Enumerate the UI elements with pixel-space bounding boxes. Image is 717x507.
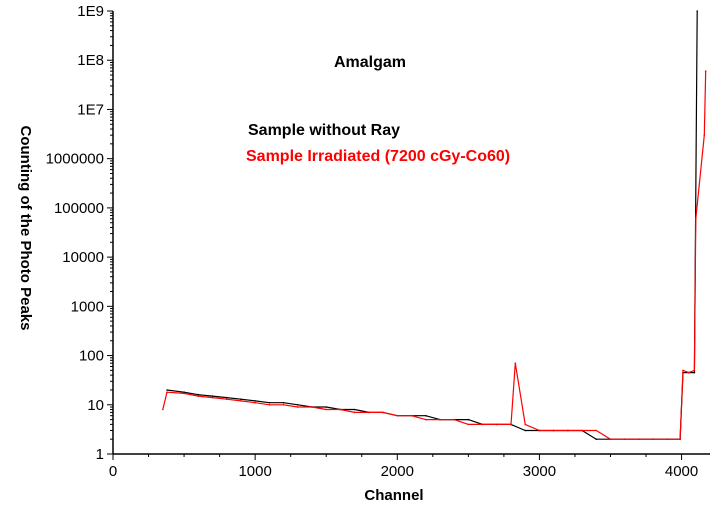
series-1-point	[524, 423, 526, 426]
series-0-point	[595, 438, 598, 441]
series-0-point	[166, 389, 168, 391]
series-0-point	[467, 418, 470, 421]
x-tick-label: 2000	[381, 463, 414, 480]
series-0-point	[696, 10, 698, 12]
x-tick-label: 4000	[665, 463, 698, 480]
chart-title: Amalgam	[334, 54, 406, 71]
series-1-point	[396, 414, 399, 417]
y-tick-label: 1E8	[77, 52, 104, 69]
legend-entry-1: Sample Irradiated (7200 cGy-Co60)	[246, 148, 510, 165]
series-0-point	[240, 398, 242, 401]
series-1-point	[197, 395, 200, 397]
series-0-point	[254, 400, 256, 402]
series-0-point	[225, 396, 228, 399]
series-1-point	[183, 392, 185, 395]
series-1-point	[552, 429, 555, 432]
series-1-point	[682, 369, 684, 372]
y-tick-label: 100000	[54, 200, 104, 217]
series-1-point	[162, 408, 164, 411]
series-0-point	[197, 393, 200, 396]
series-1-point	[481, 423, 484, 426]
series-1-point	[410, 414, 413, 417]
series-1-point	[353, 411, 356, 414]
series-0-point	[424, 414, 427, 417]
y-tick-label: 100	[79, 348, 104, 365]
y-axis-label: Counting of the Photo Peaks	[17, 126, 34, 331]
series-1-point	[703, 134, 706, 136]
series-1-point	[254, 401, 256, 404]
series-1-point	[652, 438, 654, 441]
series-1-point	[453, 418, 455, 421]
x-axis-label: Channel	[364, 487, 423, 504]
series-0-point	[693, 371, 696, 374]
series-0-point	[297, 404, 299, 406]
series-1-point	[240, 400, 242, 402]
x-tick-label: 3000	[523, 463, 556, 480]
series-1-point	[623, 438, 626, 441]
series-1-point	[496, 423, 498, 426]
series-1-point	[339, 408, 342, 411]
series-1-point	[424, 418, 427, 421]
series-1-point	[679, 438, 681, 441]
series-1-point	[666, 438, 669, 441]
series-1-point	[704, 70, 707, 72]
series-1-point	[268, 404, 271, 406]
series-1-point	[368, 411, 370, 414]
series-1-point	[382, 411, 384, 414]
series-1-point	[638, 438, 640, 441]
series-1-point	[311, 406, 313, 408]
y-tick-label: 1000000	[46, 151, 104, 168]
series-1-point	[609, 438, 612, 441]
series-1-point	[595, 429, 598, 432]
series-0-point	[268, 401, 271, 404]
series-line-1	[162, 71, 707, 440]
series-0-point	[183, 391, 185, 394]
x-tick-label: 1000	[238, 463, 271, 480]
series-line-0	[166, 10, 698, 440]
axes-layer: 0 1000 2000 3000 4000 1 10 100 1000 10000 100000 10…	[46, 3, 710, 480]
series-1-point	[538, 429, 541, 432]
series-0-point	[353, 408, 356, 411]
y-tick-label: 1E9	[77, 3, 104, 20]
series-1-point	[325, 408, 328, 411]
y-tick-label: 1000	[71, 298, 104, 315]
series-0-point	[211, 395, 214, 397]
series-1-point	[439, 418, 441, 421]
series-1-point	[211, 396, 214, 399]
y-tick-label: 10	[87, 397, 104, 414]
series-1-point	[514, 362, 517, 365]
series-1-point	[467, 423, 470, 426]
series-1-point	[581, 429, 583, 432]
series-0-point	[282, 401, 285, 404]
series-1-point	[166, 391, 168, 394]
series-1-point	[225, 398, 228, 401]
series-1-point	[510, 423, 512, 426]
series-layer	[162, 10, 707, 441]
y-tick-label: 10000	[62, 249, 104, 266]
legend-entry-0: Sample without Ray	[248, 122, 400, 139]
series-0-point	[325, 406, 328, 408]
series-1-point	[282, 404, 285, 406]
series-1-point	[297, 406, 299, 408]
x-tick-label: 0	[109, 463, 117, 480]
series-1-point	[695, 218, 697, 220]
series-1-point	[687, 371, 690, 374]
series-0-point	[524, 429, 526, 432]
y-tick-label: 1E7	[77, 101, 104, 118]
series-1-point	[567, 429, 569, 432]
series-1-point	[693, 369, 696, 372]
y-tick-label: 1	[96, 446, 104, 463]
